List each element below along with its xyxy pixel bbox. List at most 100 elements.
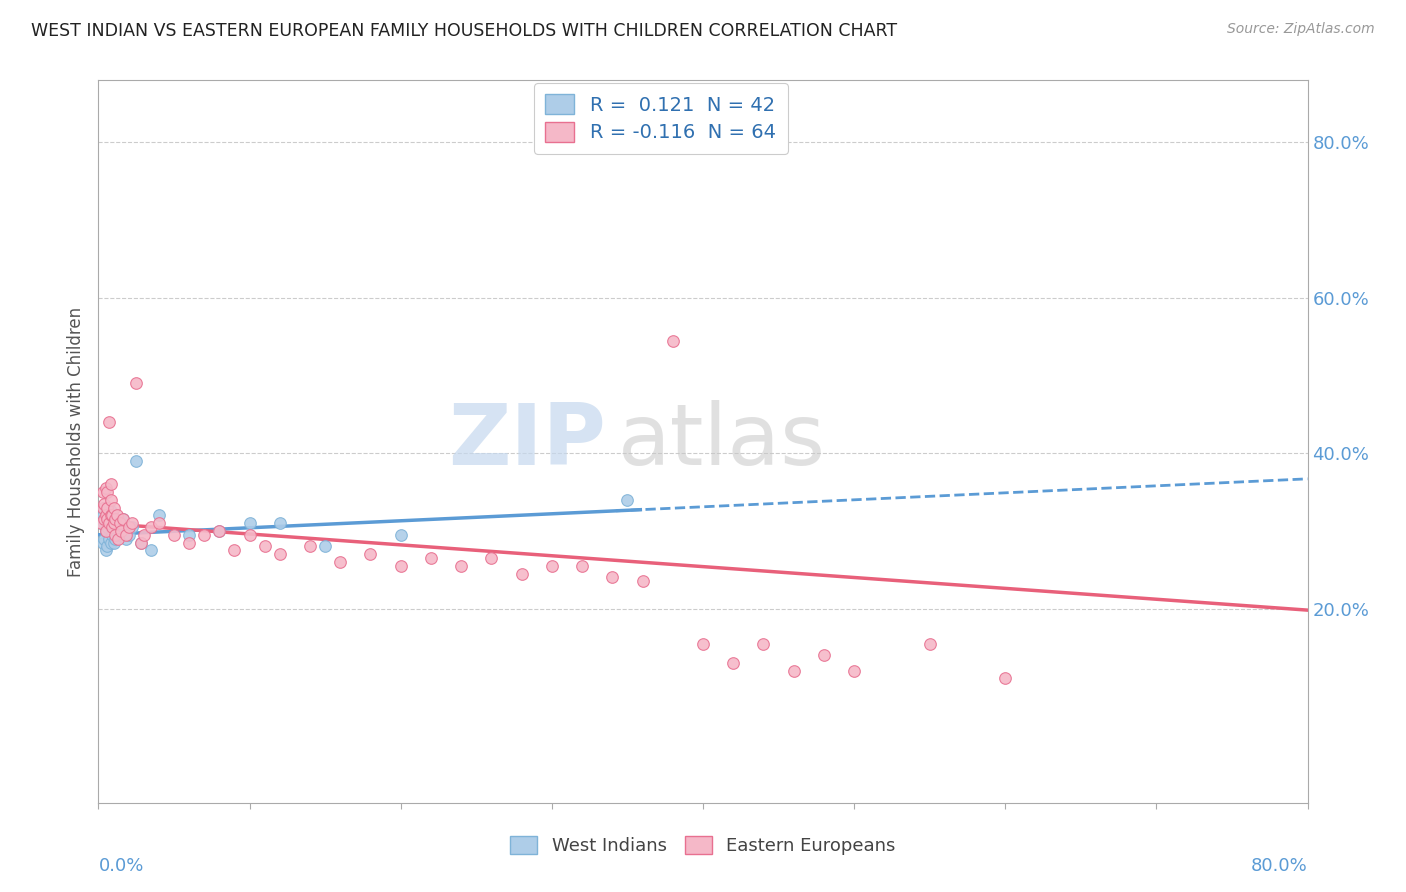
Point	[631, 574, 654, 589]
Point	[96, 540, 118, 554]
Point	[94, 481, 117, 495]
Point	[90, 516, 112, 530]
Point	[389, 558, 412, 573]
Point	[100, 508, 122, 523]
Point	[118, 520, 141, 534]
Point	[111, 512, 134, 526]
Point	[105, 508, 128, 523]
Legend: West Indians, Eastern Europeans: West Indians, Eastern Europeans	[503, 829, 903, 863]
Point	[299, 540, 322, 554]
Point	[107, 532, 129, 546]
Point	[94, 512, 117, 526]
Point	[96, 485, 118, 500]
Point	[148, 508, 170, 523]
Point	[103, 535, 125, 549]
Point	[91, 535, 114, 549]
Text: ZIP: ZIP	[449, 400, 606, 483]
Point	[96, 520, 118, 534]
Text: atlas: atlas	[619, 400, 827, 483]
Point	[91, 500, 114, 515]
Point	[94, 524, 117, 538]
Point	[98, 516, 121, 530]
Point	[91, 485, 114, 500]
Point	[100, 504, 122, 518]
Point	[114, 532, 136, 546]
Point	[98, 415, 121, 429]
Point	[752, 636, 775, 650]
Point	[125, 454, 148, 468]
Point	[103, 500, 125, 515]
Point	[179, 535, 201, 549]
Point	[94, 508, 117, 523]
Point	[100, 477, 122, 491]
Point	[450, 558, 472, 573]
Point	[129, 535, 152, 549]
Point	[783, 664, 806, 678]
Point	[132, 528, 155, 542]
Point	[208, 524, 231, 538]
Y-axis label: Family Households with Children: Family Households with Children	[66, 307, 84, 576]
Point	[103, 520, 125, 534]
Point	[723, 656, 745, 670]
Text: WEST INDIAN VS EASTERN EUROPEAN FAMILY HOUSEHOLDS WITH CHILDREN CORRELATION CHAR: WEST INDIAN VS EASTERN EUROPEAN FAMILY H…	[31, 22, 897, 40]
Point	[121, 520, 143, 534]
Point	[510, 566, 533, 581]
Point	[141, 543, 163, 558]
Point	[101, 520, 124, 534]
Point	[98, 512, 121, 526]
Point	[121, 516, 143, 530]
Point	[108, 516, 131, 530]
Point	[125, 376, 148, 391]
Text: 0.0%: 0.0%	[98, 857, 143, 875]
Point	[661, 334, 683, 348]
Point	[110, 528, 132, 542]
Point	[813, 648, 835, 663]
Point	[253, 540, 276, 554]
Point	[994, 672, 1017, 686]
Point	[692, 636, 714, 650]
Point	[193, 528, 215, 542]
Point	[101, 508, 124, 523]
Text: Source: ZipAtlas.com: Source: ZipAtlas.com	[1227, 22, 1375, 37]
Point	[93, 497, 115, 511]
Point	[93, 516, 115, 530]
Point	[179, 528, 201, 542]
Point	[208, 524, 231, 538]
Point	[114, 528, 136, 542]
Point	[93, 532, 115, 546]
Point	[360, 547, 382, 561]
Point	[571, 558, 593, 573]
Point	[107, 528, 129, 542]
Point	[96, 512, 118, 526]
Point	[420, 551, 443, 566]
Point	[93, 512, 115, 526]
Point	[163, 528, 186, 542]
Point	[98, 532, 121, 546]
Point	[104, 512, 127, 526]
Point	[329, 555, 352, 569]
Point	[844, 664, 866, 678]
Point	[129, 535, 152, 549]
Point	[100, 492, 122, 507]
Point	[96, 504, 118, 518]
Point	[93, 500, 115, 515]
Point	[94, 524, 117, 538]
Point	[96, 500, 118, 515]
Point	[100, 520, 122, 534]
Text: 80.0%: 80.0%	[1251, 857, 1308, 875]
Point	[141, 520, 163, 534]
Point	[602, 570, 624, 584]
Point	[101, 512, 124, 526]
Point	[224, 543, 246, 558]
Point	[104, 532, 127, 546]
Point	[269, 547, 291, 561]
Point	[110, 524, 132, 538]
Point	[100, 535, 122, 549]
Point	[239, 528, 262, 542]
Point	[91, 508, 114, 523]
Point	[481, 551, 503, 566]
Point	[540, 558, 562, 573]
Point	[616, 492, 638, 507]
Point	[104, 512, 127, 526]
Point	[101, 528, 124, 542]
